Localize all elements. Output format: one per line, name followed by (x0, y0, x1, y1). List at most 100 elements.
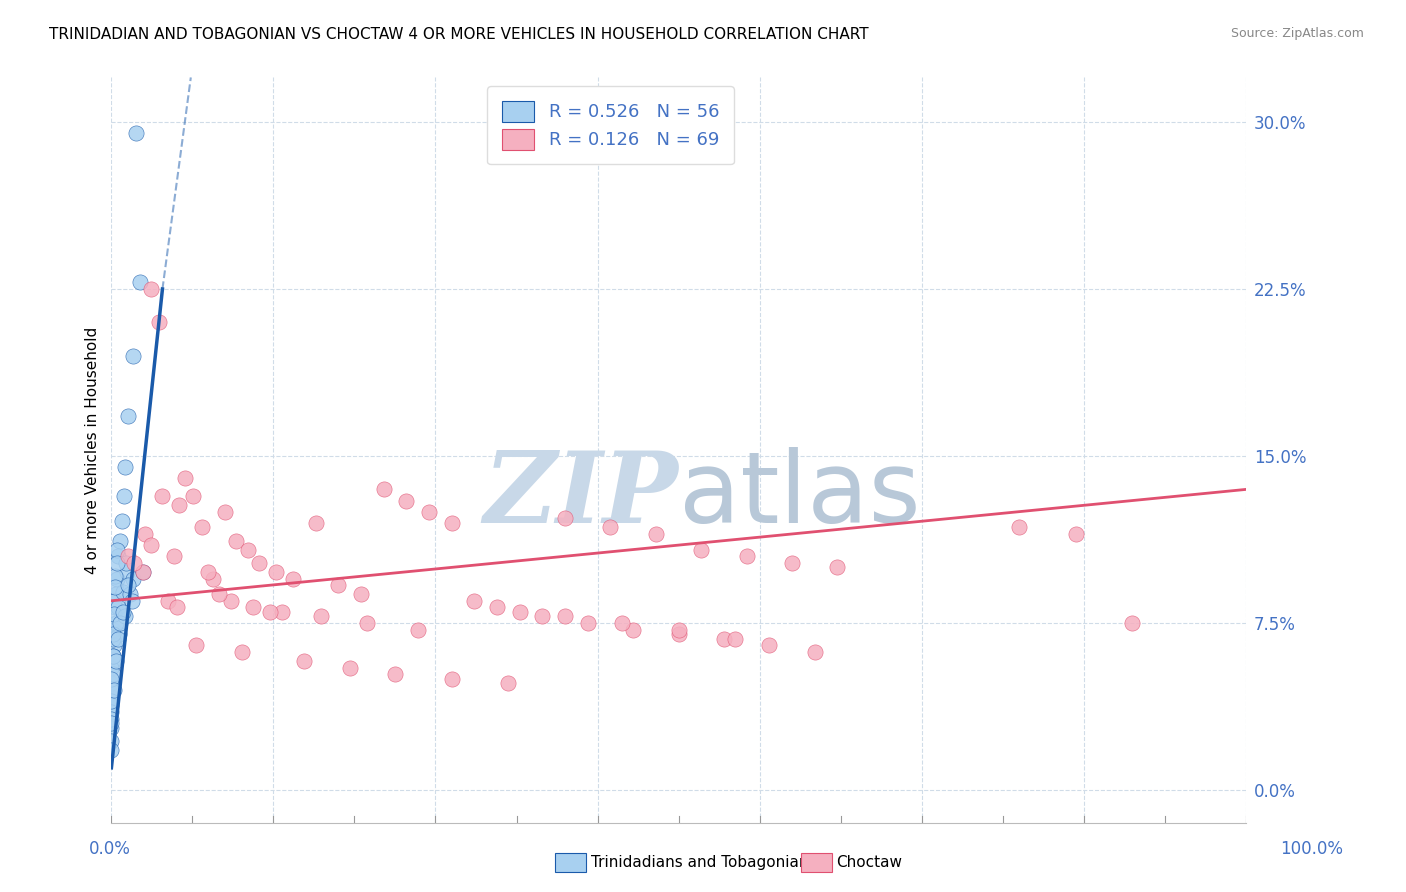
Point (309, 609, 332, 624)
Point (100, 743, 122, 757)
Point (166, 600, 188, 615)
Point (356, 615, 378, 630)
Point (103, 638, 125, 652)
Point (163, 549, 186, 564)
Point (610, 615, 633, 630)
Point (122, 572, 145, 586)
Point (440, 672, 463, 686)
Point (214, 505, 236, 519)
Point (110, 615, 132, 630)
Point (111, 605, 134, 619)
Point (724, 632, 747, 646)
Point (101, 649, 124, 664)
Point (292, 654, 315, 668)
Point (100, 682, 122, 697)
Point (152, 489, 174, 503)
Point (780, 556, 803, 570)
Text: ZIP: ZIP (484, 447, 679, 543)
Point (114, 609, 136, 624)
Point (373, 483, 395, 497)
Point (486, 600, 509, 615)
Point (117, 409, 139, 423)
Point (104, 615, 127, 630)
Point (531, 609, 554, 624)
Point (219, 594, 242, 608)
Point (101, 667, 124, 681)
Point (509, 605, 531, 619)
Point (157, 594, 180, 608)
Point (169, 498, 191, 512)
Point (100, 698, 122, 713)
Point (107, 549, 129, 564)
Point (668, 623, 690, 637)
Point (114, 460, 136, 475)
Point (621, 623, 644, 637)
Point (101, 627, 124, 641)
Point (181, 489, 204, 503)
Point (418, 505, 440, 519)
Point (554, 511, 576, 525)
Point (101, 632, 124, 646)
Point (104, 600, 127, 615)
Point (174, 471, 197, 485)
Point (139, 282, 162, 296)
Point (107, 632, 129, 646)
Point (104, 569, 127, 583)
Point (191, 520, 214, 534)
Point (100, 721, 122, 735)
Point (208, 587, 231, 601)
Point (339, 660, 361, 674)
Point (236, 542, 259, 557)
Point (242, 600, 264, 615)
Point (100, 734, 122, 748)
Point (1121, 615, 1143, 630)
Point (281, 572, 304, 586)
Point (498, 676, 520, 690)
Point (713, 632, 735, 646)
Point (100, 690, 122, 704)
Point (803, 645, 825, 659)
Point (105, 572, 128, 586)
Point (103, 594, 125, 608)
Point (101, 623, 124, 637)
Point (118, 587, 141, 601)
Point (264, 565, 287, 579)
Point (128, 276, 150, 290)
Point (117, 549, 139, 564)
Point (231, 645, 253, 659)
Point (599, 520, 621, 534)
Point (101, 649, 124, 664)
Point (406, 623, 429, 637)
Point (111, 585, 134, 599)
Legend: R = 0.526   N = 56, R = 0.126   N = 69: R = 0.526 N = 56, R = 0.126 N = 69 (488, 87, 734, 164)
Point (440, 516, 463, 530)
Point (668, 627, 690, 641)
Point (644, 527, 666, 541)
Text: Source: ZipAtlas.com: Source: ZipAtlas.com (1230, 27, 1364, 40)
Point (100, 660, 122, 674)
Point (690, 542, 713, 557)
Point (304, 516, 326, 530)
Point (270, 605, 292, 619)
Point (554, 609, 576, 624)
Point (115, 556, 138, 570)
Text: 100.0%: 100.0% (1279, 840, 1343, 858)
Point (576, 615, 599, 630)
Point (247, 556, 270, 570)
Point (197, 565, 219, 579)
Point (104, 654, 127, 668)
Point (100, 716, 122, 731)
Point (111, 514, 134, 528)
Point (122, 556, 145, 570)
Point (827, 560, 849, 574)
Point (735, 549, 758, 564)
Point (328, 578, 350, 592)
Point (134, 527, 156, 541)
Point (463, 594, 485, 608)
Point (132, 565, 155, 579)
Text: Choctaw: Choctaw (837, 855, 903, 870)
Point (101, 654, 124, 668)
Point (112, 489, 135, 503)
Point (100, 712, 122, 726)
Point (395, 493, 418, 508)
